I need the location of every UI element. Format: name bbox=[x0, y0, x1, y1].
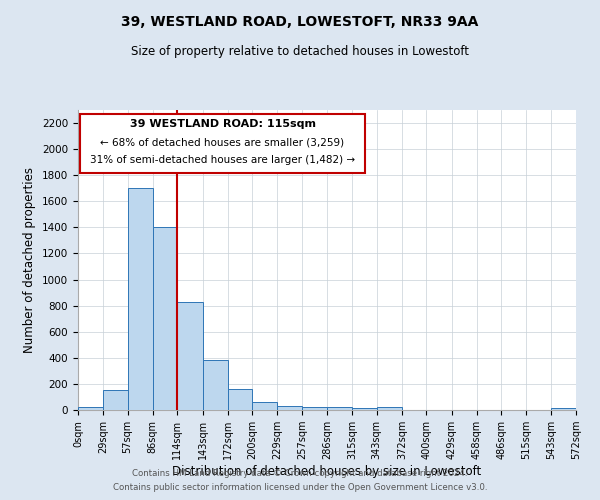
Text: 39, WESTLAND ROAD, LOWESTOFT, NR33 9AA: 39, WESTLAND ROAD, LOWESTOFT, NR33 9AA bbox=[121, 15, 479, 29]
Bar bbox=[153, 228, 177, 410]
Text: 31% of semi-detached houses are larger (1,482) →: 31% of semi-detached houses are larger (… bbox=[90, 154, 355, 164]
Y-axis label: Number of detached properties: Number of detached properties bbox=[23, 167, 37, 353]
Bar bbox=[551, 408, 576, 410]
Text: 39 WESTLAND ROAD: 115sqm: 39 WESTLAND ROAD: 115sqm bbox=[130, 120, 316, 130]
Bar bbox=[128, 188, 153, 410]
Bar bbox=[352, 408, 377, 410]
Text: Contains HM Land Registry data © Crown copyright and database right 2024.: Contains HM Land Registry data © Crown c… bbox=[132, 468, 468, 477]
X-axis label: Distribution of detached houses by size in Lowestoft: Distribution of detached houses by size … bbox=[172, 465, 482, 478]
FancyBboxPatch shape bbox=[80, 114, 365, 172]
Text: ← 68% of detached houses are smaller (3,259): ← 68% of detached houses are smaller (3,… bbox=[100, 137, 344, 147]
Bar bbox=[327, 408, 352, 410]
Text: Contains public sector information licensed under the Open Government Licence v3: Contains public sector information licen… bbox=[113, 484, 487, 492]
Bar bbox=[203, 360, 228, 410]
Bar bbox=[277, 406, 302, 410]
Bar bbox=[252, 402, 277, 410]
Bar bbox=[78, 408, 103, 410]
Bar bbox=[377, 408, 402, 410]
Bar bbox=[103, 390, 128, 410]
Bar bbox=[302, 408, 327, 410]
Text: Size of property relative to detached houses in Lowestoft: Size of property relative to detached ho… bbox=[131, 45, 469, 58]
Bar bbox=[228, 389, 252, 410]
Bar bbox=[177, 302, 203, 410]
